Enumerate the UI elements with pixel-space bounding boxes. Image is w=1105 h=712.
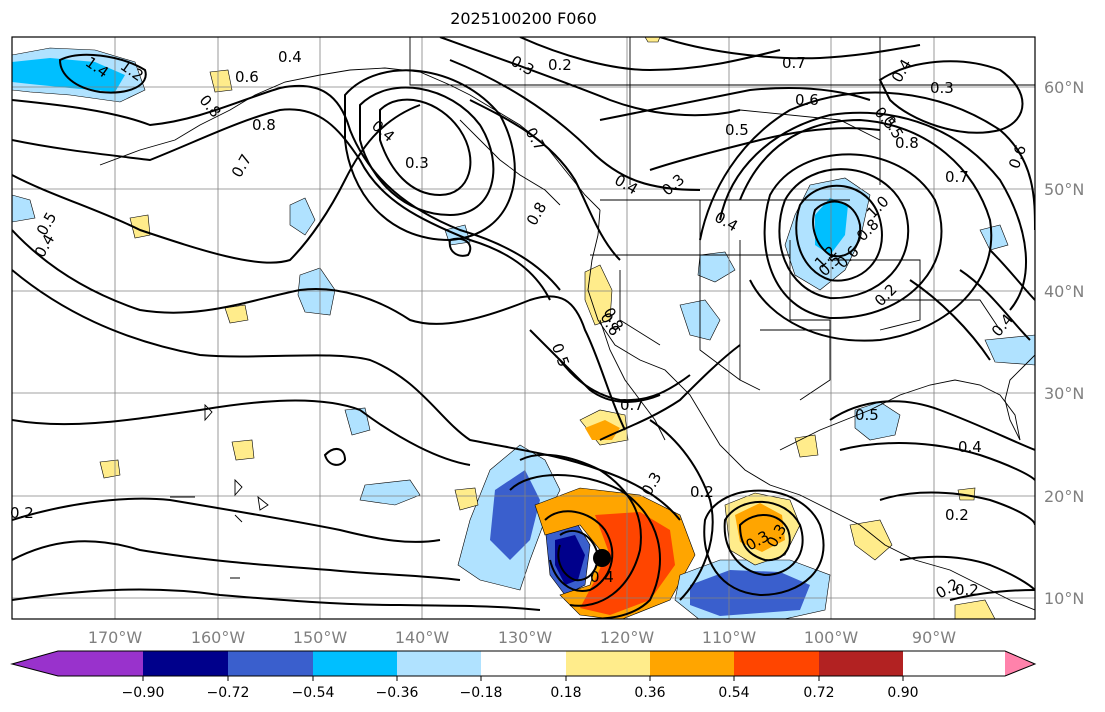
negative-anomaly-colorado: [697, 251, 736, 283]
colorbar-extend-low: [12, 651, 58, 676]
contour-label: 0.6: [235, 68, 259, 86]
colorbar-segments: [12, 651, 1035, 676]
colorbar-segment: [397, 651, 481, 676]
colorbar-segment: [143, 651, 228, 676]
colorbar-segment: [228, 651, 313, 676]
colorbar-tick-label: −0.90: [122, 685, 165, 701]
contour-label: 0.7: [620, 396, 644, 414]
contour-label: 0.8: [252, 116, 276, 134]
colorbar-segment: [566, 651, 650, 676]
colorbar-outline: [10, 650, 1037, 677]
lat-label: 60°N: [1044, 78, 1084, 97]
colorbar-tick-label: −0.54: [292, 685, 335, 701]
contour-label: 0.4: [958, 438, 982, 456]
graticule: [12, 37, 1035, 619]
positive-anomaly-7: [849, 519, 893, 561]
positive-anomaly-10: [957, 487, 976, 501]
colorbar-tick-label: −0.18: [460, 685, 503, 701]
lat-label: 20°N: [1044, 487, 1084, 506]
contour-label: 0.2: [690, 483, 714, 501]
cyclone-center-marker: [593, 549, 611, 567]
positive-anomaly-3: [231, 439, 255, 461]
negative-anomaly-midpac-2: [289, 197, 316, 236]
contour-label: 0.2: [955, 581, 979, 599]
negative-anomaly-alaska-west-core: [12, 58, 125, 92]
colorbar-tick-label: −0.72: [207, 685, 250, 701]
contour-label: 0.5: [725, 121, 749, 139]
colorbar-segment: [481, 651, 566, 676]
map-title: 2025100200 F060: [450, 9, 597, 28]
colorbar-tick-label: 0.54: [718, 685, 749, 701]
lat-label: 50°N: [1044, 180, 1084, 199]
contour-lines: [12, 37, 1035, 619]
colorbar-segment: [58, 651, 143, 676]
contour-label: 0.2: [10, 504, 34, 522]
colorbar-extend-high: [1005, 651, 1035, 676]
contour-label: 0.6: [795, 91, 819, 109]
longitude-labels: 170°W 160°W 150°W 140°W 130°W 120°W 110°…: [88, 628, 956, 647]
contour-label: 0.7: [782, 54, 806, 72]
colorbar-segment: [734, 651, 819, 676]
negative-anomaly-midpac-4: [359, 479, 421, 506]
lon-label: 160°W: [191, 628, 246, 647]
lon-label: 170°W: [88, 628, 143, 647]
positive-anomaly-california: [584, 264, 613, 326]
lon-label: 120°W: [600, 628, 655, 647]
lon-label: 130°W: [498, 628, 553, 647]
negative-anomaly-newengland: [979, 224, 1009, 251]
colorbar-tick-label: 0.36: [634, 685, 665, 701]
negative-anomaly-cyclone-core: [555, 535, 585, 585]
map-frame: [11, 36, 1036, 620]
colorbar-segment: [650, 651, 734, 676]
colorbar: −0.90 −0.72 −0.54 −0.36 −0.18 0.18 0.36 …: [10, 650, 1037, 701]
positive-anomaly-5: [454, 487, 479, 511]
positive-anomaly-2: [224, 304, 249, 324]
positive-anomaly-cyclone-core: [580, 512, 675, 615]
negative-anomaly-great-lakes-core: [815, 198, 848, 255]
lat-label: 40°N: [1044, 282, 1084, 301]
negative-anomaly-pacific-east-core: [490, 470, 540, 560]
lat-label: 30°N: [1044, 384, 1084, 403]
negative-anomaly-westedge: [12, 194, 36, 223]
colorbar-tick-label: 0.18: [550, 685, 581, 701]
lon-label: 100°W: [804, 628, 859, 647]
latitude-labels: 60°N 50°N 40°N 30°N 20°N 10°N: [1044, 78, 1084, 608]
contour-label: 0.2: [548, 56, 572, 74]
contour-label: 0.4: [278, 48, 302, 66]
contour-label: 0.4: [590, 568, 614, 586]
colorbar-tick-label: −0.36: [376, 685, 419, 701]
colorbar-ticks: [142, 676, 904, 681]
contour-label: 0.8: [895, 134, 919, 152]
colorbar-segment: [819, 651, 903, 676]
contour-label: 0.2: [945, 506, 969, 524]
colorbar-tick-label: 0.90: [887, 685, 918, 701]
lat-label: 10°N: [1044, 589, 1084, 608]
positive-anomaly-9: [644, 37, 661, 43]
lon-label: 90°W: [912, 628, 956, 647]
colorbar-tick-label: 0.72: [803, 685, 834, 701]
lon-label: 110°W: [702, 628, 757, 647]
lon-label: 150°W: [293, 628, 348, 647]
positive-anomaly-alaska: [209, 69, 233, 93]
contour-label: 0.7: [945, 168, 969, 186]
colorbar-segment: [313, 651, 397, 676]
contour-label: 0.3: [930, 79, 954, 97]
contour-label: 0.3: [405, 154, 429, 172]
negative-anomaly-southeast: [984, 334, 1035, 366]
lon-label: 140°W: [395, 628, 450, 647]
contour-label: 0.5: [855, 406, 879, 424]
positive-anomaly-8: [954, 599, 996, 619]
